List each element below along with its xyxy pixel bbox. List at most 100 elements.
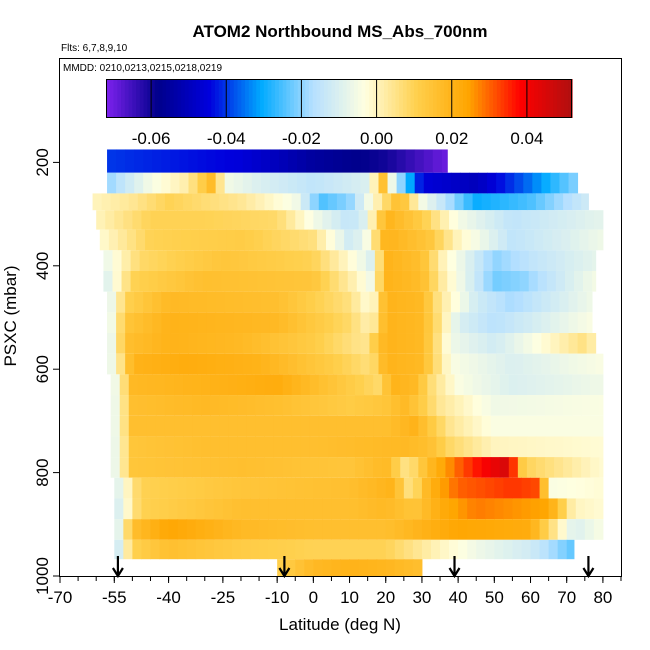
chart-title: ATOM2 Northbound MS_Abs_700nm	[192, 22, 487, 41]
colorbar-border	[106, 79, 572, 118]
heatmap-cell	[526, 193, 537, 211]
heatmap-cell	[369, 353, 379, 375]
colorbar-cell	[538, 79, 543, 118]
heatmap-cell	[210, 193, 220, 211]
heatmap-cell	[304, 559, 314, 576]
heatmap-cell	[155, 457, 166, 478]
heatmap-cell	[213, 498, 224, 520]
heatmap-cell	[467, 519, 477, 540]
heatmap-cell	[297, 149, 307, 173]
heatmap-cell	[400, 436, 410, 458]
heatmap-cell	[441, 353, 452, 375]
heatmap-cell	[376, 519, 387, 540]
heatmap-cell	[351, 149, 361, 173]
heatmap-cell	[490, 193, 501, 211]
heatmap-cell	[297, 333, 307, 354]
heatmap-cell	[467, 477, 477, 499]
heatmap-cell	[418, 436, 428, 458]
heatmap-cell	[514, 312, 524, 334]
heatmap-cell	[170, 333, 180, 354]
heatmap-cell	[168, 210, 179, 230]
colorbar-cell	[436, 79, 442, 118]
heatmap-cell	[170, 312, 180, 334]
heatmap-cell	[391, 457, 401, 478]
heatmap-cell	[184, 250, 195, 271]
heatmap-cell	[403, 519, 414, 540]
heatmap-cell	[116, 312, 126, 334]
colorbar-cell	[489, 79, 494, 118]
heatmap-cell	[304, 498, 314, 520]
heatmap-cell	[331, 559, 341, 576]
colorbar-cell	[181, 79, 186, 118]
colorbar-cell	[429, 79, 434, 118]
heatmap-cell	[168, 539, 179, 560]
heatmap-cell	[309, 193, 320, 211]
heatmap-cell	[197, 353, 208, 375]
heatmap-cell	[378, 353, 389, 375]
colorbar-cell	[248, 79, 254, 118]
heatmap-cell	[201, 436, 211, 458]
heatmap-cell	[141, 539, 151, 560]
heatmap-cell	[277, 210, 287, 230]
heatmap-cell	[478, 353, 488, 375]
heatmap-cell	[492, 270, 503, 292]
heatmap-cell	[521, 210, 532, 230]
heatmap-cell	[233, 149, 244, 173]
heatmap-cell	[286, 539, 296, 560]
heatmap-cell	[568, 353, 579, 375]
heatmap-cell	[177, 477, 188, 499]
heatmap-cell	[468, 333, 479, 354]
heatmap-cell	[409, 415, 419, 437]
heatmap-cell	[168, 477, 179, 499]
heatmap-cell	[262, 229, 273, 251]
x-tick-label: -40	[156, 588, 181, 607]
heatmap-cell	[398, 229, 408, 251]
heatmap-cell	[535, 193, 546, 211]
heatmap-cell	[286, 519, 296, 540]
colorbar-cell	[316, 79, 321, 118]
heatmap-cell	[269, 333, 280, 354]
heatmap-cell	[568, 172, 579, 194]
heatmap-cell	[128, 436, 139, 458]
heatmap-cell	[440, 477, 450, 499]
heatmap-cell	[231, 477, 242, 499]
heatmap-cell	[121, 250, 132, 271]
heatmap-cell	[155, 193, 166, 211]
heatmap-cell	[342, 333, 352, 354]
heatmap-cell	[201, 415, 211, 437]
heatmap-cell	[412, 559, 423, 576]
heatmap-cell	[282, 436, 293, 458]
heatmap-cell	[282, 193, 293, 211]
heatmap-cell	[425, 229, 436, 251]
heatmap-cell	[427, 415, 437, 437]
heatmap-cell	[521, 498, 532, 520]
heatmap-cell	[568, 312, 579, 334]
dates-annotation: MMDD: 0210,0213,0215,0218,0219	[63, 63, 222, 74]
heatmap-cell	[481, 193, 492, 211]
heatmap-cell	[532, 291, 542, 313]
heatmap-cell	[116, 149, 126, 173]
heatmap-cell	[369, 333, 379, 354]
heatmap-cell	[423, 172, 434, 194]
heatmap-cell	[376, 477, 387, 499]
heatmap-cell	[139, 270, 150, 292]
heatmap-cell	[333, 353, 343, 375]
heatmap-cell	[584, 210, 595, 230]
heatmap-cell	[581, 193, 589, 211]
heatmap-cell	[260, 149, 271, 173]
heatmap-cell	[288, 312, 298, 334]
colorbar-cell	[312, 79, 318, 118]
heatmap-cell	[449, 519, 459, 540]
colorbar-cell	[301, 79, 306, 118]
heatmap-cell	[155, 395, 166, 416]
heatmap-cell	[125, 353, 135, 375]
heatmap-cell	[530, 539, 541, 560]
heatmap-cell	[242, 353, 253, 375]
heatmap-cell	[213, 539, 224, 560]
colorbar-cell	[564, 79, 569, 118]
colorbar-cell	[128, 79, 133, 118]
colorbar-cell	[297, 79, 303, 118]
heatmap-cell	[476, 477, 486, 499]
heatmap-cell	[459, 291, 470, 313]
heatmap-cell	[563, 193, 573, 211]
